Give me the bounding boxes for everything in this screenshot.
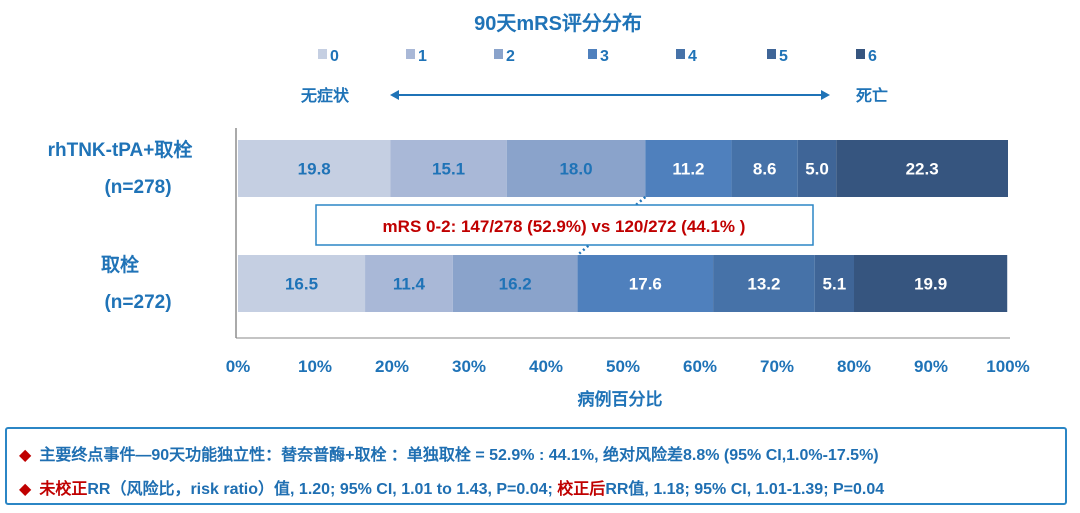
legend-swatch-3 (588, 49, 597, 59)
x-tick-label: 40% (529, 357, 563, 376)
data-label: 11.4 (393, 275, 426, 294)
bar-segment-mrs-0 (238, 140, 391, 197)
summary-line-2: ◆ 未校正RR（风险比，risk ratio）值, 1.20; 95% CI, 1… (19, 475, 884, 499)
bar-segment-mrs-1 (365, 255, 453, 312)
x-tick-label: 70% (760, 357, 794, 376)
summary-text-2a: RR（风险比，risk ratio）值, 1.20; 95% CI, 1.01 … (87, 481, 558, 498)
x-tick-label: 0% (226, 357, 251, 376)
bar-segment-mrs-2 (452, 255, 578, 312)
data-label: 17.6 (629, 275, 662, 294)
bullet-diamond-icon: ◆ (19, 481, 32, 498)
legend-swatch-0 (318, 49, 327, 59)
x-tick-label: 20% (375, 357, 409, 376)
summary-box: ◆ 主要终点事件—90天功能独立性：替奈普酶+取栓 ：单独取栓 = 52.9% :… (5, 427, 1067, 505)
bar-segment-mrs-1 (390, 140, 507, 197)
data-label: 8.6 (753, 160, 777, 179)
bullet-diamond-icon: ◆ (19, 447, 32, 464)
x-tick-label: 100% (986, 357, 1029, 376)
bar-segment-mrs-5 (797, 140, 837, 197)
scale-left-label: 无症状 (300, 86, 350, 105)
data-label: 13.2 (747, 275, 780, 294)
x-tick-label: 80% (837, 357, 871, 376)
x-tick-label: 90% (914, 357, 948, 376)
x-tick-label: 60% (683, 357, 717, 376)
summary-text-2b: RR值, 1.18; 95% CI, 1.01-1.39; P=0.04 (605, 481, 885, 498)
legend-label-3: 3 (600, 48, 609, 65)
double-arrow-icon (390, 90, 830, 100)
stacked-bar-chart: 90天mRS评分分布 0 1 2 3 4 5 6 无症状 死亡 19.8 15.1 18.0 11… (48, 11, 1030, 409)
x-axis-label: 病例百分比 (578, 389, 663, 409)
x-tick-label: 30% (452, 357, 486, 376)
data-label: 16.5 (285, 275, 318, 294)
chart-title: 90天mRS评分分布 (474, 11, 642, 35)
data-label: 15.1 (432, 160, 465, 179)
scale-right-label: 死亡 (856, 86, 888, 105)
data-label: 18.0 (559, 160, 592, 179)
bar-segment-mrs-2 (506, 140, 646, 197)
unadjusted-label: 未校正 (39, 481, 88, 498)
bar-segment-mrs-5 (814, 255, 854, 312)
category-n-label: (n=272) (104, 292, 171, 313)
summary-line-1: ◆ 主要终点事件—90天功能独立性：替奈普酶+取栓 ：单独取栓 = 52.9% :… (19, 441, 879, 465)
legend-swatch-4 (676, 49, 685, 59)
legend-swatch-1 (406, 49, 415, 59)
legend-label-4: 4 (688, 48, 697, 65)
data-label: 22.3 (906, 160, 939, 179)
annotation-text: mRS 0-2: 147/278 (52.9%) vs 120/272 (44.… (383, 217, 746, 236)
data-label: 5.0 (805, 160, 829, 179)
summary-text-1: 主要终点事件—90天功能独立性：替奈普酶+取栓 ：单独取栓 = 52.9% : … (39, 447, 879, 464)
category-label: rhTNK-tPA+取栓 (48, 138, 193, 161)
data-label: 11.2 (672, 160, 704, 179)
bar-segment-mrs-3 (577, 255, 714, 312)
bar-segment-mrs-0 (238, 255, 366, 312)
data-label: 19.9 (914, 275, 947, 294)
legend-label-1: 1 (418, 48, 427, 65)
legend-swatch-6 (856, 49, 865, 59)
bar-segment-mrs-4 (731, 140, 798, 197)
legend-label-2: 2 (506, 48, 515, 65)
legend: 0 1 2 3 4 5 6 (318, 48, 877, 65)
data-label: 16.2 (499, 275, 532, 294)
legend-swatch-5 (767, 49, 776, 59)
bar-segment-mrs-3 (645, 140, 732, 197)
legend-label-6: 6 (868, 48, 877, 65)
adjusted-label: 校正后 (557, 481, 606, 498)
x-tick-label: 50% (606, 357, 640, 376)
bar-segment-mrs-4 (713, 255, 815, 312)
legend-label-0: 0 (330, 48, 339, 65)
legend-swatch-2 (494, 49, 503, 59)
bar-segment-mrs-6 (836, 140, 1008, 197)
category-label: 取栓 (101, 253, 139, 276)
data-label: 19.8 (298, 160, 331, 179)
legend-label-5: 5 (779, 48, 788, 65)
annotation-box (315, 204, 814, 246)
category-n-label: (n=278) (104, 177, 171, 198)
bar-segment-mrs-6 (854, 255, 1008, 312)
data-label: 5.1 (823, 275, 847, 294)
x-tick-label: 10% (298, 357, 332, 376)
